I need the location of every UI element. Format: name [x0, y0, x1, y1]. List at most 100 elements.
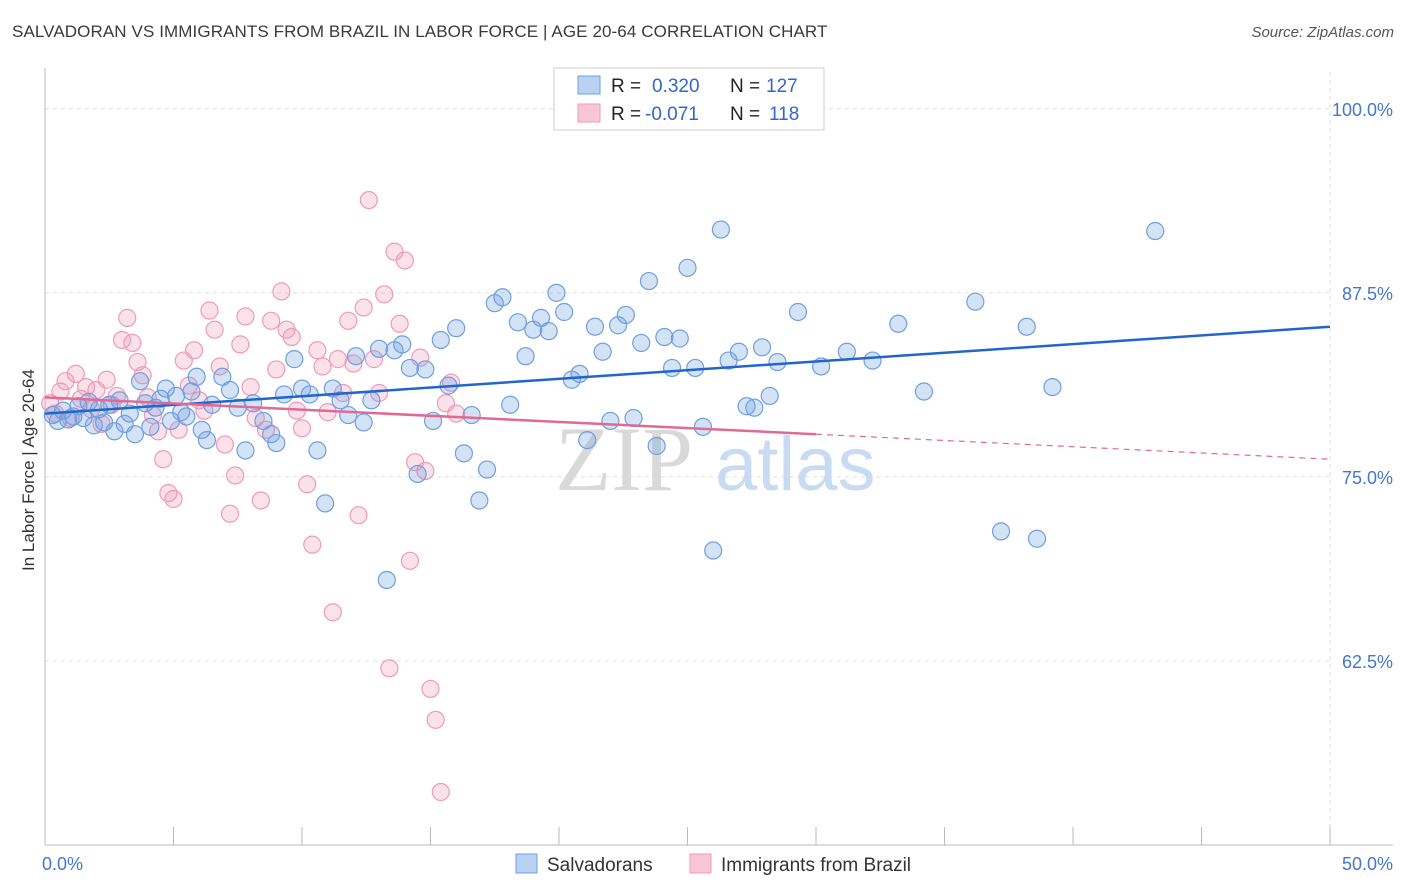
salvadoran-point-17 [130, 372, 150, 391]
brazil-point-11 [97, 370, 116, 389]
salvadoran-point-79 [578, 430, 597, 450]
brazil-point-32 [205, 320, 224, 339]
brazil-point-68 [390, 314, 409, 333]
brazil-point-7 [77, 377, 96, 397]
salvadoran-point-102 [760, 386, 779, 406]
brazil-point-39 [241, 377, 260, 397]
bottom-legend-swatch-pink [689, 853, 712, 874]
brazil-point-35 [220, 504, 240, 523]
salvadoran-point-108 [889, 314, 908, 333]
salvadoran-point-57 [408, 464, 427, 484]
salvadoran-point-8 [84, 416, 103, 435]
y-tick-label-1: 87.5% [1342, 284, 1393, 304]
salvadoran-point-84 [616, 305, 635, 325]
y-tick-label-0: 100.0% [1332, 100, 1393, 120]
chart-source: Source: ZipAtlas.com [1251, 24, 1394, 41]
salvadoran-point-89 [655, 327, 674, 347]
salvadoran-point-87 [639, 271, 659, 291]
legend-r-value-1: 0.320 [652, 76, 700, 97]
salvadoran-point-112 [1017, 317, 1036, 336]
y-axis-label: In Labor Force | Age 20-64 [19, 369, 38, 571]
salvadoran-point-88 [647, 436, 666, 456]
trend-line-salvadorans [44, 325, 1331, 415]
salvadoran-point-48 [339, 405, 358, 425]
brazil-point-22 [154, 450, 173, 469]
salvadoran-point-107 [863, 351, 882, 370]
brazil-point-74 [421, 679, 440, 699]
brazil-point-58 [339, 311, 358, 330]
brazil-point-62 [359, 190, 378, 210]
trend-lines [44, 325, 1331, 460]
brazil-point-79 [447, 404, 466, 423]
brazil-point-47 [282, 327, 301, 347]
salvadoran-point-28 [187, 367, 206, 386]
legend-swatch-pink [577, 103, 601, 123]
x-tick-labels: 0.0% 50.0% [42, 854, 1393, 874]
salvadoran-point-63 [454, 444, 474, 463]
salvadoran-point-114 [1043, 377, 1062, 397]
salvadoran-point-22 [156, 379, 175, 398]
legend-r-label-1: R = [611, 76, 641, 97]
salvadoran-point-80 [585, 317, 605, 336]
legend-box: R = 0.320 N = 127 R = -0.071 N = 118 [553, 67, 825, 131]
salvadoran-point-98 [729, 342, 749, 361]
salvadoran-point-94 [693, 417, 713, 436]
salvadoran-point-47 [331, 391, 350, 410]
brazil-point-49 [292, 419, 312, 438]
salvadoran-point-100 [745, 398, 764, 417]
bottom-legend-label-2: Immigrants from Brazil [721, 855, 911, 876]
salvadoran-point-76 [555, 302, 574, 322]
salvadoran-point-92 [678, 258, 697, 277]
brazil-point-37 [231, 335, 250, 354]
brazil-point-64 [370, 383, 389, 403]
salvadoran-point-62 [447, 319, 466, 338]
legend-n-value-2: 118 [769, 104, 799, 125]
brazil-point-65 [375, 285, 394, 304]
trend-line-brazil-extension [815, 433, 1331, 460]
salvadoran-point-40 [274, 385, 294, 404]
salvadoran-point-35 [236, 441, 255, 460]
salvadoran-point-70 [508, 313, 527, 332]
brazil-point-76 [431, 782, 450, 802]
brazil-point-61 [354, 298, 373, 317]
brazil-point-24 [164, 489, 183, 509]
salvadoran-point-81 [593, 342, 612, 361]
salvadoran-point-109 [914, 382, 934, 401]
brazil-point-53 [313, 357, 332, 376]
brazil-point-43 [262, 311, 281, 330]
salvadoran-point-12 [105, 422, 124, 441]
legend-r-value-2: -0.071 [645, 104, 699, 125]
salvadoran-point-24 [166, 386, 186, 406]
y-tick-label-3: 62.5% [1342, 652, 1393, 672]
brazil-point-45 [272, 282, 291, 301]
salvadoran-point-19 [141, 417, 160, 436]
salvadoran-point-6 [74, 408, 93, 428]
brazil-point-70 [400, 551, 420, 570]
brazil-point-38 [236, 307, 255, 326]
brazil-point-59 [344, 354, 363, 373]
y-tick-label-2: 75.0% [1342, 468, 1393, 488]
salvadoran-point-110 [966, 292, 985, 311]
brazil-point-16 [123, 333, 142, 353]
salvadoran-point-44 [308, 441, 327, 460]
salvadoran-point-96 [711, 220, 731, 239]
brazil-point-28 [184, 341, 204, 360]
brazil-point-5 [66, 364, 85, 383]
brazil-point-36 [226, 466, 245, 485]
salvadoran-point-95 [704, 541, 723, 560]
salvadoran-point-64 [462, 405, 481, 425]
salvadoran-point-41 [285, 350, 304, 369]
salvadoran-point-90 [662, 358, 682, 378]
salvadoran-point-68 [493, 288, 512, 307]
brazil-point-69 [395, 251, 414, 270]
salvadoran-point-99 [737, 397, 756, 416]
salvadoran-point-91 [670, 329, 689, 348]
salvadoran-point-51 [362, 391, 381, 410]
salvadoran-point-103 [768, 352, 787, 372]
legend-n-label-1: N = [730, 76, 760, 97]
salvadoran-point-49 [346, 347, 366, 366]
brazil-point-31 [200, 301, 219, 320]
salvadoran-point-104 [788, 302, 808, 322]
salvadoran-point-38 [262, 425, 281, 444]
